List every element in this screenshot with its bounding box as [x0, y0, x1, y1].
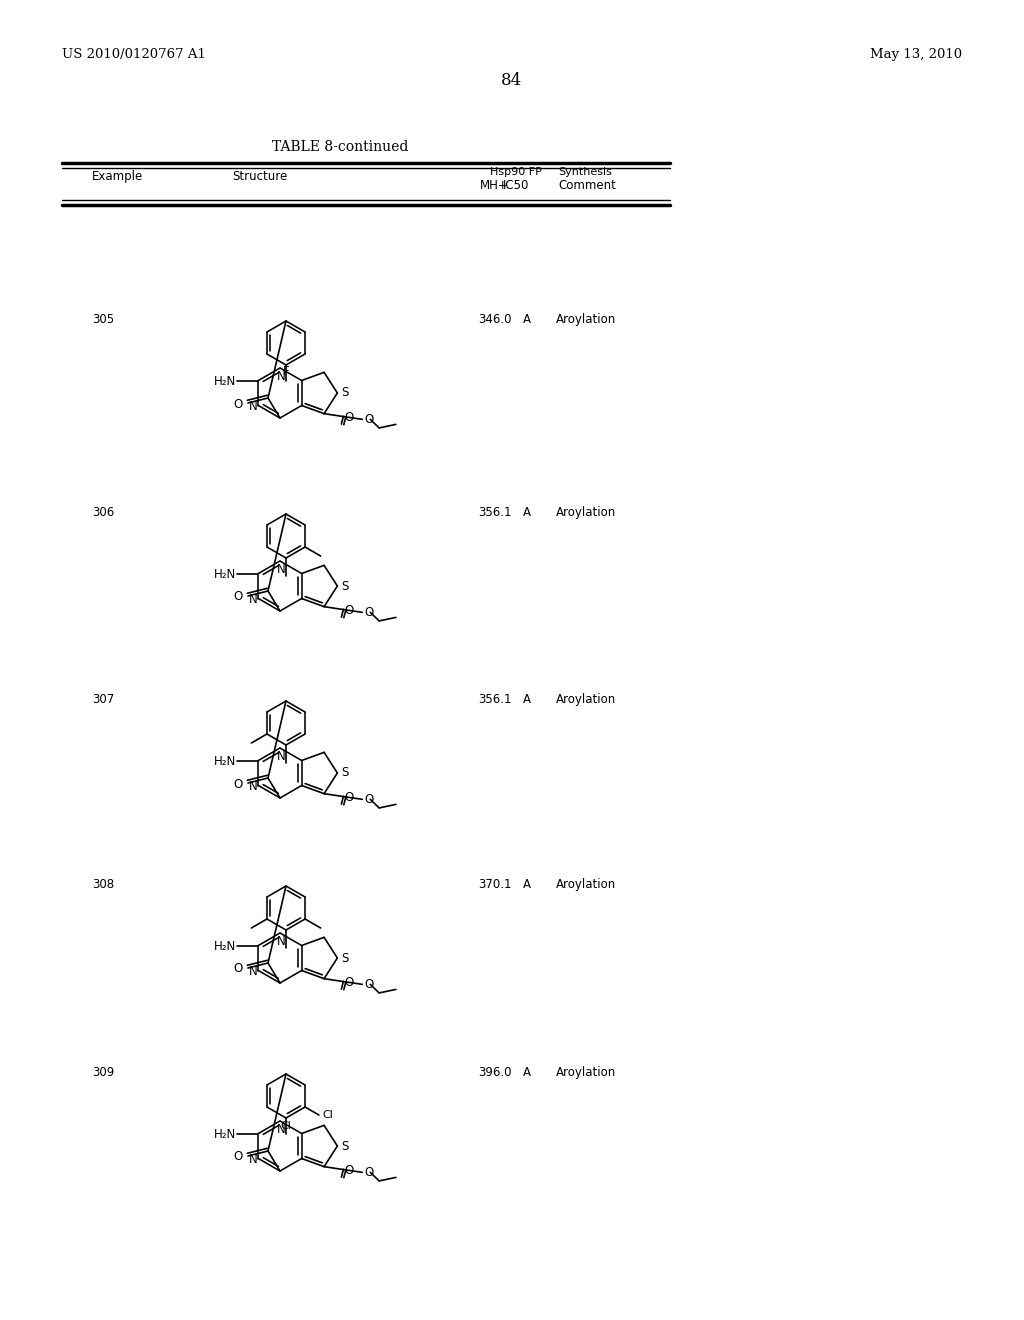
Text: O: O [365, 793, 374, 805]
Text: O: O [345, 975, 354, 989]
Text: Comment: Comment [558, 180, 615, 191]
Text: S: S [341, 387, 349, 400]
Text: N: N [276, 935, 286, 948]
Text: 308: 308 [92, 878, 114, 891]
Text: IC50: IC50 [503, 180, 529, 191]
Text: US 2010/0120767 A1: US 2010/0120767 A1 [62, 48, 206, 61]
Text: N: N [249, 780, 257, 793]
Text: A: A [523, 506, 531, 519]
Text: S: S [341, 952, 349, 965]
Text: O: O [233, 1151, 243, 1163]
Text: Aroylation: Aroylation [556, 506, 616, 519]
Text: 356.1: 356.1 [478, 693, 512, 706]
Text: O: O [365, 606, 374, 619]
Text: A: A [523, 878, 531, 891]
Text: 370.1: 370.1 [478, 878, 512, 891]
Text: O: O [365, 413, 374, 426]
Text: N: N [276, 1123, 286, 1137]
Text: 396.0: 396.0 [478, 1067, 512, 1078]
Text: 306: 306 [92, 506, 115, 519]
Text: F: F [283, 366, 290, 378]
Text: N: N [276, 564, 286, 576]
Text: H₂N: H₂N [214, 1129, 237, 1140]
Text: Example: Example [92, 170, 143, 183]
Text: 346.0: 346.0 [478, 313, 512, 326]
Text: O: O [345, 791, 354, 804]
Text: N: N [249, 965, 257, 978]
Text: O: O [345, 1164, 354, 1176]
Text: N: N [276, 370, 286, 383]
Text: Aroylation: Aroylation [556, 693, 616, 706]
Text: O: O [233, 590, 243, 603]
Text: O: O [345, 411, 354, 424]
Text: Cl: Cl [281, 1121, 292, 1131]
Text: O: O [233, 397, 243, 411]
Text: H₂N: H₂N [214, 940, 237, 953]
Text: Aroylation: Aroylation [556, 878, 616, 891]
Text: Structure: Structure [232, 170, 288, 183]
Text: H₂N: H₂N [214, 755, 237, 768]
Text: S: S [341, 767, 349, 780]
Text: N: N [249, 1152, 257, 1166]
Text: O: O [345, 603, 354, 616]
Text: S: S [341, 579, 349, 593]
Text: MH+: MH+ [480, 180, 509, 191]
Text: 84: 84 [502, 73, 522, 88]
Text: Aroylation: Aroylation [556, 1067, 616, 1078]
Text: O: O [233, 777, 243, 791]
Text: Synthesis: Synthesis [558, 168, 612, 177]
Text: S: S [341, 1139, 349, 1152]
Text: N: N [249, 593, 257, 606]
Text: Aroylation: Aroylation [556, 313, 616, 326]
Text: N: N [249, 400, 257, 413]
Text: Cl: Cl [322, 1110, 333, 1119]
Text: May 13, 2010: May 13, 2010 [869, 48, 962, 61]
Text: H₂N: H₂N [214, 568, 237, 581]
Text: O: O [365, 1166, 374, 1179]
Text: 356.1: 356.1 [478, 506, 512, 519]
Text: TABLE 8-continued: TABLE 8-continued [271, 140, 409, 154]
Text: Hsp90 FP: Hsp90 FP [490, 168, 542, 177]
Text: H₂N: H₂N [214, 375, 237, 388]
Text: A: A [523, 693, 531, 706]
Text: O: O [233, 962, 243, 975]
Text: O: O [365, 978, 374, 991]
Text: A: A [523, 313, 531, 326]
Text: 307: 307 [92, 693, 115, 706]
Text: 309: 309 [92, 1067, 115, 1078]
Text: 305: 305 [92, 313, 114, 326]
Text: A: A [523, 1067, 531, 1078]
Text: N: N [276, 750, 286, 763]
